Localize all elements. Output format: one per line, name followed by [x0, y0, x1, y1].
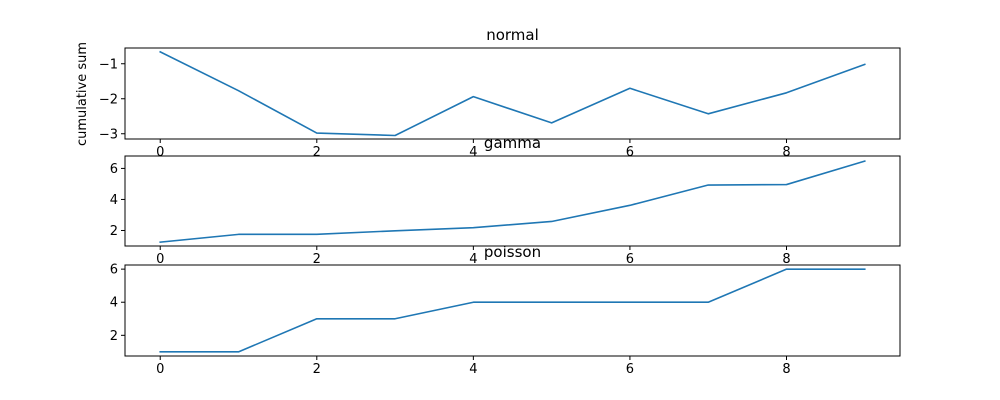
- y-tick-label: −3: [99, 127, 118, 142]
- x-tick-label: 6: [626, 145, 634, 160]
- x-tick-label: 4: [469, 252, 477, 267]
- x-tick-label: 8: [782, 252, 790, 267]
- x-tick-label: 0: [156, 252, 164, 267]
- series-line: [159, 160, 866, 243]
- y-tick-label: 6: [110, 263, 118, 278]
- axes-frame: [124, 47, 901, 140]
- y-axis-label: cumulative sum: [75, 42, 90, 146]
- subplot-poisson: poisson 0 2 4 6 8 2 4 6: [110, 243, 901, 377]
- y-tick-label: −1: [99, 57, 118, 72]
- y-tick-label: 4: [110, 193, 118, 208]
- y-tick-label: 6: [110, 162, 118, 177]
- y-tick-label: 4: [110, 296, 118, 311]
- subplot-marks: 0 2 4 6 8 2 4 6: [110, 160, 866, 267]
- y-tick-label: 2: [110, 329, 118, 344]
- axes-frame: [124, 264, 901, 357]
- subplot-gamma: gamma 0 2 4 6 8 2 4 6: [110, 134, 901, 267]
- x-tick-label: 2: [313, 362, 321, 377]
- series-line: [159, 50, 866, 137]
- x-tick-label: 0: [156, 362, 164, 377]
- subplot-normal: normal cumulative sum 0 2 4 6 8 −3 −2 −1: [75, 26, 901, 160]
- x-tick-label: 2: [313, 252, 321, 267]
- x-tick-label: 8: [782, 362, 790, 377]
- subplot-title: normal: [486, 26, 539, 44]
- subplot-title: gamma: [484, 134, 541, 152]
- series-line: [159, 268, 866, 353]
- x-tick-label: 4: [469, 362, 477, 377]
- x-tick-label: 6: [626, 252, 634, 267]
- y-tick-label: 2: [110, 224, 118, 239]
- x-tick-label: 2: [313, 145, 321, 160]
- y-tick-label: −2: [99, 92, 118, 107]
- subplot-title: poisson: [484, 243, 541, 261]
- x-tick-label: 8: [782, 145, 790, 160]
- x-tick-label: 4: [469, 145, 477, 160]
- x-tick-label: 6: [626, 362, 634, 377]
- x-tick-label: 0: [156, 145, 164, 160]
- axes-frame: [124, 155, 901, 247]
- subplot-marks: 0 2 4 6 8 2 4 6: [110, 263, 866, 377]
- subplot-marks: 0 2 4 6 8 −3 −2 −1: [99, 50, 866, 160]
